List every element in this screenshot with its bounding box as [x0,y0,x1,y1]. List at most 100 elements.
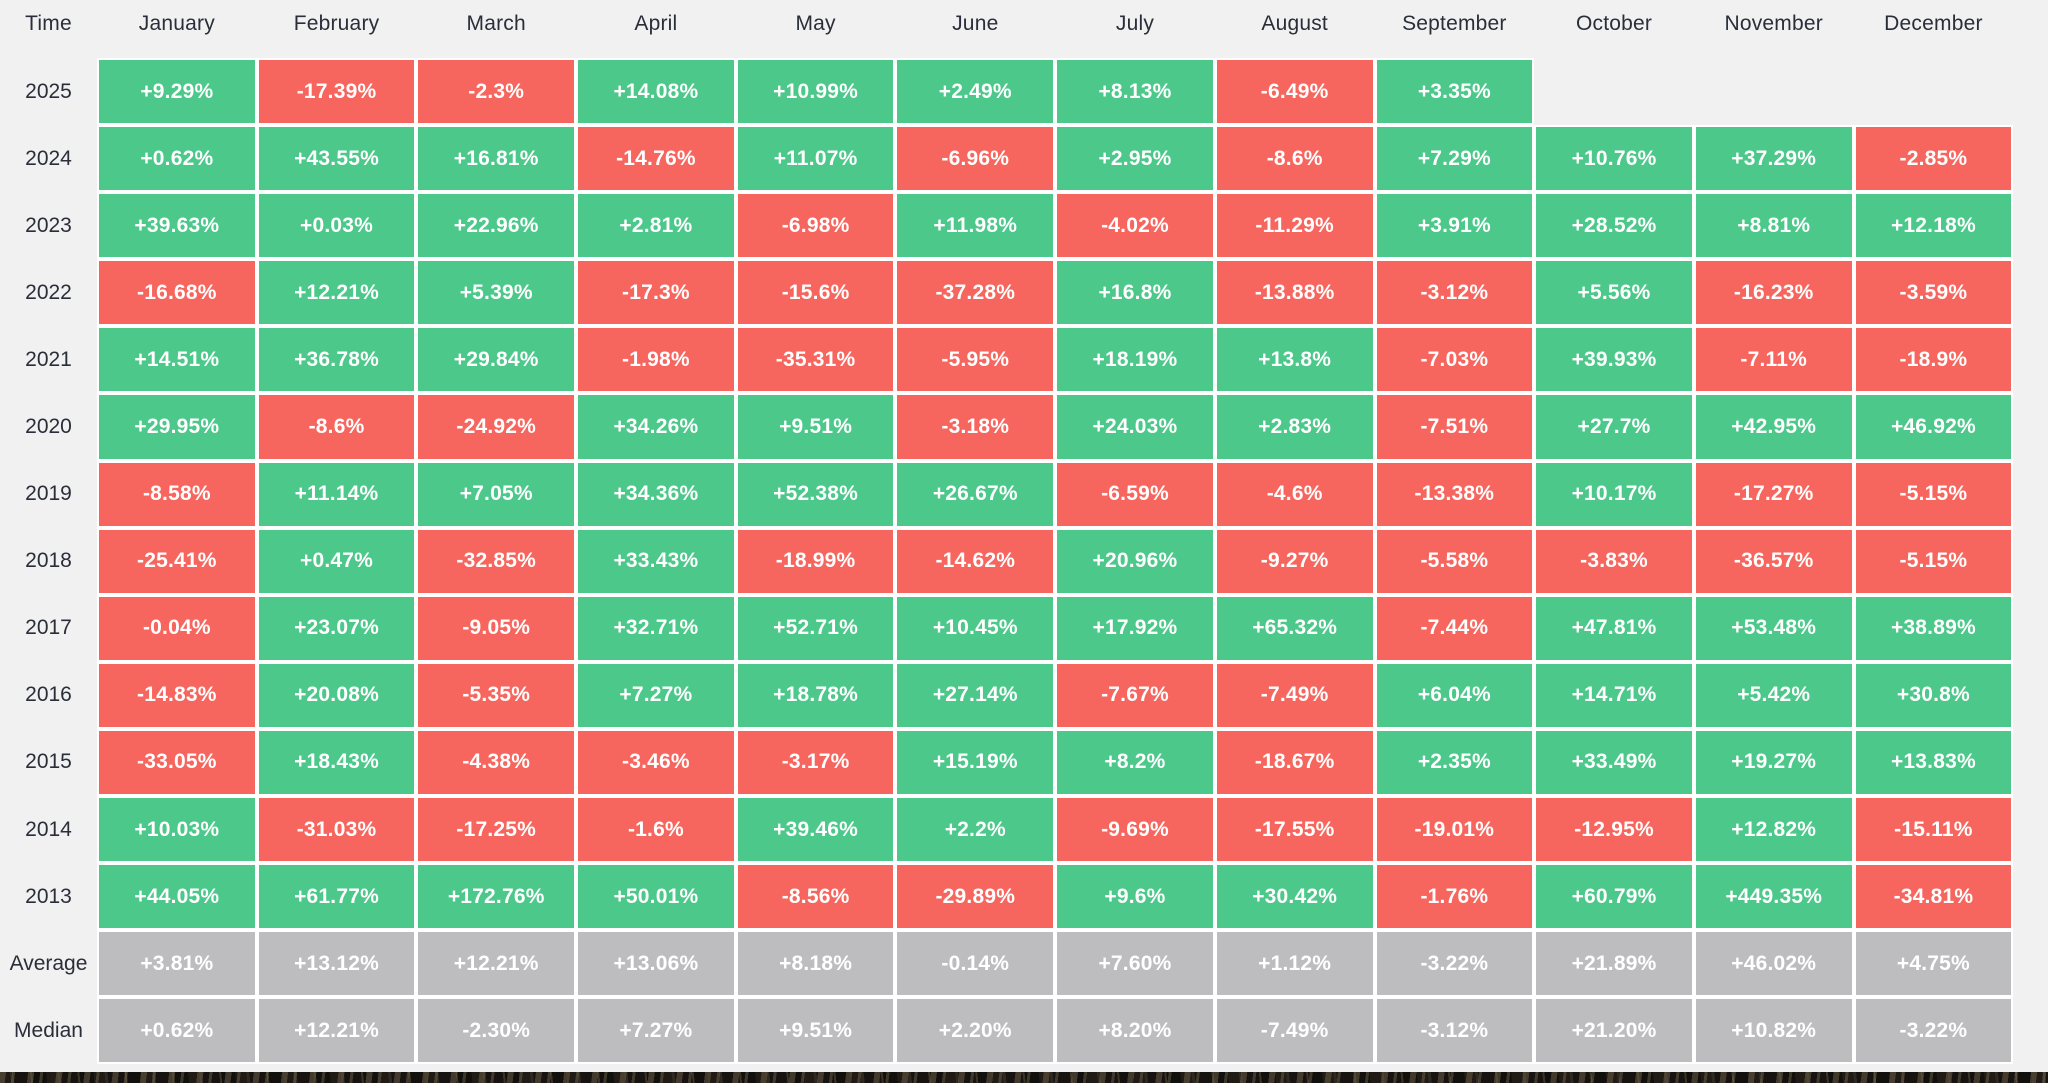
cell-box: -24.92% [416,393,577,461]
heatmap-cell: +10.99% [735,58,896,126]
cell-box: +8.18% [735,930,896,998]
cell-value: +9.29% [140,79,214,103]
heatmap-cell: +12.82% [1693,796,1854,864]
heatmap-cell: +14.08% [576,58,736,126]
heatmap-cell: +26.67% [895,460,1056,528]
cell-box: +8.20% [1055,997,1215,1065]
heatmap-cell: -9.69% [1055,796,1215,864]
cell-value: -17.39% [296,79,377,103]
cell-box: -16.68% [97,259,257,327]
heatmap-cell: +12.21% [256,259,417,327]
row-label: 2021 [25,347,72,371]
heatmap-cell: +34.26% [576,393,736,461]
cell-box: -14.76% [576,125,736,193]
cell-box: +9.29% [97,58,257,126]
heatmap-cell: +2.20% [895,997,1056,1065]
cell-box: +7.27% [576,661,736,729]
cell-box: +46.02% [1693,930,1854,998]
cell-box: -2.85% [1853,125,2014,193]
cell-box: -1.98% [576,326,736,394]
cell-value: +53.48% [1731,616,1817,640]
cell-box: -34.81% [1853,863,2014,931]
cell-box: +39.93% [1534,326,1694,394]
heatmap-cell: +36.78% [256,326,417,394]
cell-value: +12.21% [294,280,379,304]
cell-box: +17.92% [1055,594,1215,662]
heatmap-cell: +60.79% [1534,863,1694,931]
column-header-april: April [634,12,678,35]
cell-value: +47.81% [1571,616,1657,640]
heatmap-cell: +10.82% [1693,997,1854,1065]
cell-value: +13.12% [294,951,379,975]
heatmap-cell: +28.52% [1534,192,1694,260]
cell-value: +7.27% [619,1018,693,1042]
heatmap-cell: +53.48% [1693,594,1854,662]
heatmap-cell: -14.62% [895,527,1056,595]
heatmap-cell: -5.95% [895,326,1056,394]
heatmap-cell: -5.58% [1374,527,1535,595]
heatmap-cell: +8.20% [1055,997,1215,1065]
heatmap-cell: -7.44% [1374,594,1535,662]
cell-box: +27.14% [895,661,1056,729]
cell-value: -15.11% [1894,817,1973,841]
heatmap-cell: +20.08% [256,661,417,729]
heatmap-cell: -34.81% [1853,863,2014,931]
column-header-june: June [952,12,999,35]
row-label: Average [9,951,88,975]
heatmap-cell: +5.42% [1693,661,1854,729]
cell-box: -2.3% [416,58,577,126]
cell-value: -5.15% [1899,482,1968,506]
heatmap-cell: +2.2% [895,796,1056,864]
heatmap-cell: +50.01% [576,863,736,931]
heatmap-cell: +39.63% [97,192,257,260]
cell-value: -2.3% [468,79,525,103]
cell-value: +8.81% [1737,213,1811,237]
cell-box: +4.75% [1853,930,2014,998]
cell-value: +0.62% [140,146,214,170]
heatmap-cell: +32.71% [576,594,736,662]
cell-value: +7.60% [1098,951,1172,975]
row-label: Median [14,1018,83,1042]
cell-box: +44.05% [97,863,257,931]
heatmap-cell: +22.96% [416,192,577,260]
cell-box: +9.51% [735,393,896,461]
cell-value: +18.78% [773,683,859,707]
cell-value: -13.38% [1414,482,1495,506]
heatmap-cell: -7.67% [1055,661,1215,729]
heatmap-cell: -19.01% [1374,796,1535,864]
cell-box: +42.95% [1693,393,1854,461]
cell-value: +3.81% [140,951,214,975]
cell-value: +5.39% [459,280,533,304]
cell-box: +2.49% [895,58,1056,126]
cell-value: +7.05% [459,482,533,506]
heatmap-cell: +1.12% [1214,930,1375,998]
cell-value: -7.67% [1101,683,1169,707]
cell-value: +34.36% [613,482,699,506]
cell-box: +0.03% [256,192,417,260]
heatmap-cell: +33.49% [1534,728,1694,797]
cell-value: -15.6% [781,280,850,304]
cell-box: -4.6% [1214,460,1375,528]
heatmap-cell: +0.62% [97,125,257,193]
cell-value: -14.62% [935,549,1016,573]
cell-value: +42.95% [1731,415,1817,439]
row-label: 2020 [25,415,72,439]
cell-value: -9.27% [1260,549,1329,573]
cell-box: +21.20% [1534,997,1694,1065]
heatmap-cell: -13.88% [1214,259,1375,327]
cell-value: +10.45% [932,616,1018,640]
cell-box: +18.19% [1055,326,1215,394]
cell-value: +18.43% [294,750,379,774]
heatmap-cell: -17.55% [1214,796,1375,864]
heatmap-cell: -7.49% [1214,997,1375,1065]
heatmap-cell: -3.12% [1374,259,1535,327]
cell-box: +11.14% [256,460,417,528]
heatmap-cell: +5.39% [416,259,577,327]
cell-box: +13.8% [1214,326,1375,394]
heatmap-cell: +3.91% [1374,192,1535,260]
heatmap-cell: +23.07% [256,594,417,662]
cell-value: +8.13% [1098,79,1172,103]
heatmap-cell: +4.75% [1853,930,2014,998]
cell-value: -4.02% [1101,213,1169,237]
cell-value: -17.3% [622,280,690,304]
